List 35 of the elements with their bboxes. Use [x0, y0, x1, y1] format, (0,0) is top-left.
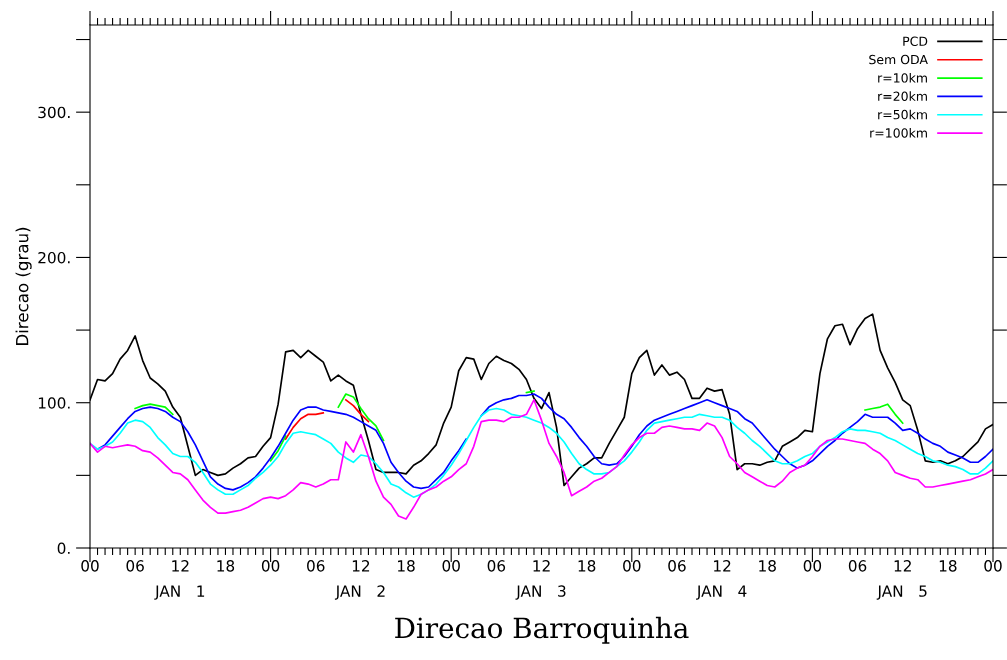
- x-tick-label: 18: [398, 560, 415, 572]
- y-tick-label: 200.: [38, 251, 70, 264]
- x-tick-label: 12 JAN 5: [876, 560, 927, 600]
- x-tick-label: 12 JAN 4: [696, 560, 747, 600]
- line-series: [90, 407, 993, 498]
- x-tick-label: 06: [848, 560, 867, 572]
- x-tick-label: 00: [442, 560, 460, 572]
- x-tick-label: 18: [217, 560, 235, 572]
- text: Direcao Barroquinha: [395, 616, 689, 644]
- y-tick-label: 100.: [38, 397, 70, 409]
- legend-label: PCD: [903, 36, 928, 46]
- x-tick-label: 18: [578, 560, 596, 572]
- x-tick-label: 18: [759, 560, 776, 572]
- y-tick-label: 300.: [38, 106, 70, 119]
- y-axis-title: Direcao (grau): [15, 227, 32, 346]
- x-tick-label: 12 JAN 2: [334, 560, 385, 600]
- x-tick-label: 12 JAN 3: [515, 560, 566, 600]
- x-tick-label: 12 JAN 1: [154, 560, 205, 600]
- x-tick-label: 00: [261, 560, 280, 572]
- legend-label: r=10km: [878, 72, 927, 83]
- y-tick-label: 0.: [57, 542, 70, 555]
- x-tick-label: 06: [487, 560, 506, 572]
- legend-label: Sem ODA: [869, 54, 928, 65]
- legend-label: r=20km: [878, 91, 927, 101]
- legend-label: r=100km: [870, 127, 927, 138]
- x-tick-label: 06: [307, 560, 325, 572]
- x-tick-label: 00: [803, 560, 822, 572]
- x-tick-label: 00: [81, 560, 99, 572]
- line-series: [90, 398, 993, 520]
- legend-label: r=50km: [878, 109, 927, 120]
- x-tick-label: 00: [623, 560, 641, 572]
- x-tick-label: 06: [668, 560, 686, 572]
- x-tick-label: 06: [126, 560, 144, 572]
- x-tick-label: 00: [984, 560, 1002, 572]
- x-tick-label: 18: [939, 560, 957, 572]
